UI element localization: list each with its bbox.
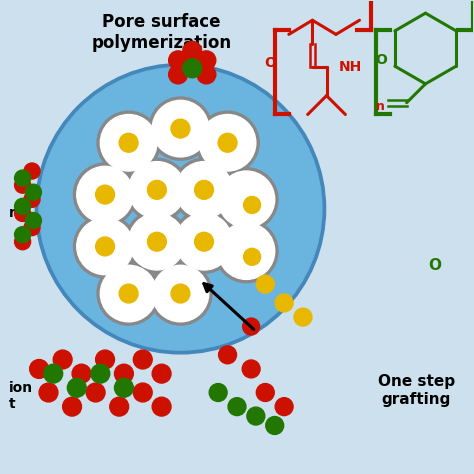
Circle shape bbox=[173, 210, 236, 273]
Circle shape bbox=[36, 64, 326, 354]
Circle shape bbox=[176, 162, 232, 218]
Circle shape bbox=[219, 346, 237, 364]
Circle shape bbox=[15, 198, 31, 214]
Circle shape bbox=[96, 237, 115, 256]
Circle shape bbox=[97, 262, 160, 325]
Circle shape bbox=[266, 417, 283, 435]
Circle shape bbox=[195, 232, 213, 251]
Circle shape bbox=[125, 158, 189, 221]
Circle shape bbox=[242, 360, 260, 378]
Circle shape bbox=[115, 364, 133, 383]
Circle shape bbox=[275, 398, 293, 416]
Circle shape bbox=[44, 364, 63, 383]
Circle shape bbox=[15, 177, 31, 193]
Circle shape bbox=[39, 67, 322, 350]
Circle shape bbox=[39, 383, 58, 402]
Circle shape bbox=[152, 397, 171, 416]
Circle shape bbox=[149, 97, 212, 160]
Circle shape bbox=[77, 166, 133, 223]
Circle shape bbox=[275, 294, 293, 312]
Circle shape bbox=[119, 133, 138, 152]
Circle shape bbox=[86, 383, 105, 402]
Circle shape bbox=[243, 318, 260, 335]
Circle shape bbox=[110, 397, 128, 416]
Circle shape bbox=[256, 383, 274, 401]
Circle shape bbox=[197, 51, 216, 70]
Circle shape bbox=[183, 59, 201, 78]
Circle shape bbox=[152, 100, 209, 157]
Circle shape bbox=[171, 284, 190, 303]
Circle shape bbox=[218, 133, 237, 152]
Text: One step
grafting: One step grafting bbox=[377, 374, 455, 407]
Circle shape bbox=[152, 265, 209, 322]
Circle shape bbox=[26, 184, 41, 200]
Circle shape bbox=[247, 407, 265, 425]
Circle shape bbox=[96, 350, 115, 369]
Circle shape bbox=[133, 383, 152, 402]
Text: O: O bbox=[375, 53, 387, 67]
Text: r: r bbox=[9, 207, 15, 220]
Circle shape bbox=[73, 163, 137, 226]
Circle shape bbox=[197, 65, 216, 84]
Circle shape bbox=[24, 163, 40, 179]
Circle shape bbox=[73, 215, 137, 278]
Circle shape bbox=[72, 364, 91, 383]
Text: ion
t: ion t bbox=[9, 381, 33, 411]
Circle shape bbox=[244, 197, 261, 213]
Circle shape bbox=[199, 115, 256, 171]
Circle shape bbox=[119, 284, 138, 303]
Circle shape bbox=[77, 218, 133, 275]
Text: NH: NH bbox=[338, 60, 362, 74]
Text: Pore surface
polymerization: Pore surface polymerization bbox=[91, 13, 232, 52]
Circle shape bbox=[228, 398, 246, 416]
Circle shape bbox=[294, 308, 312, 326]
Circle shape bbox=[100, 115, 157, 171]
Circle shape bbox=[195, 181, 213, 199]
Circle shape bbox=[100, 265, 157, 322]
Circle shape bbox=[196, 111, 259, 174]
Text: n: n bbox=[376, 100, 385, 113]
Circle shape bbox=[173, 158, 236, 221]
Circle shape bbox=[97, 111, 160, 174]
Circle shape bbox=[91, 364, 110, 383]
Circle shape bbox=[15, 234, 31, 250]
Circle shape bbox=[30, 359, 48, 378]
Circle shape bbox=[218, 171, 275, 228]
Circle shape bbox=[53, 350, 72, 369]
Circle shape bbox=[169, 65, 188, 84]
Circle shape bbox=[15, 205, 31, 221]
Circle shape bbox=[96, 185, 115, 204]
Circle shape bbox=[171, 119, 190, 138]
Circle shape bbox=[218, 223, 275, 279]
Circle shape bbox=[256, 275, 274, 293]
Circle shape bbox=[215, 219, 278, 283]
Circle shape bbox=[67, 378, 86, 397]
Circle shape bbox=[125, 210, 189, 273]
Circle shape bbox=[128, 162, 185, 218]
Circle shape bbox=[24, 219, 40, 236]
Text: O: O bbox=[428, 258, 441, 273]
Text: O: O bbox=[264, 55, 276, 70]
Circle shape bbox=[133, 350, 152, 369]
Circle shape bbox=[152, 364, 171, 383]
Circle shape bbox=[149, 262, 212, 325]
Circle shape bbox=[244, 248, 261, 265]
Circle shape bbox=[128, 213, 185, 270]
Circle shape bbox=[183, 41, 201, 60]
Circle shape bbox=[147, 181, 166, 199]
Circle shape bbox=[24, 191, 40, 207]
Circle shape bbox=[215, 168, 278, 231]
Circle shape bbox=[169, 51, 188, 70]
Circle shape bbox=[15, 170, 31, 186]
Circle shape bbox=[176, 213, 232, 270]
Circle shape bbox=[147, 232, 166, 251]
Circle shape bbox=[209, 383, 227, 401]
Circle shape bbox=[15, 227, 31, 243]
Circle shape bbox=[26, 212, 41, 228]
Circle shape bbox=[115, 378, 133, 397]
Circle shape bbox=[63, 397, 82, 416]
